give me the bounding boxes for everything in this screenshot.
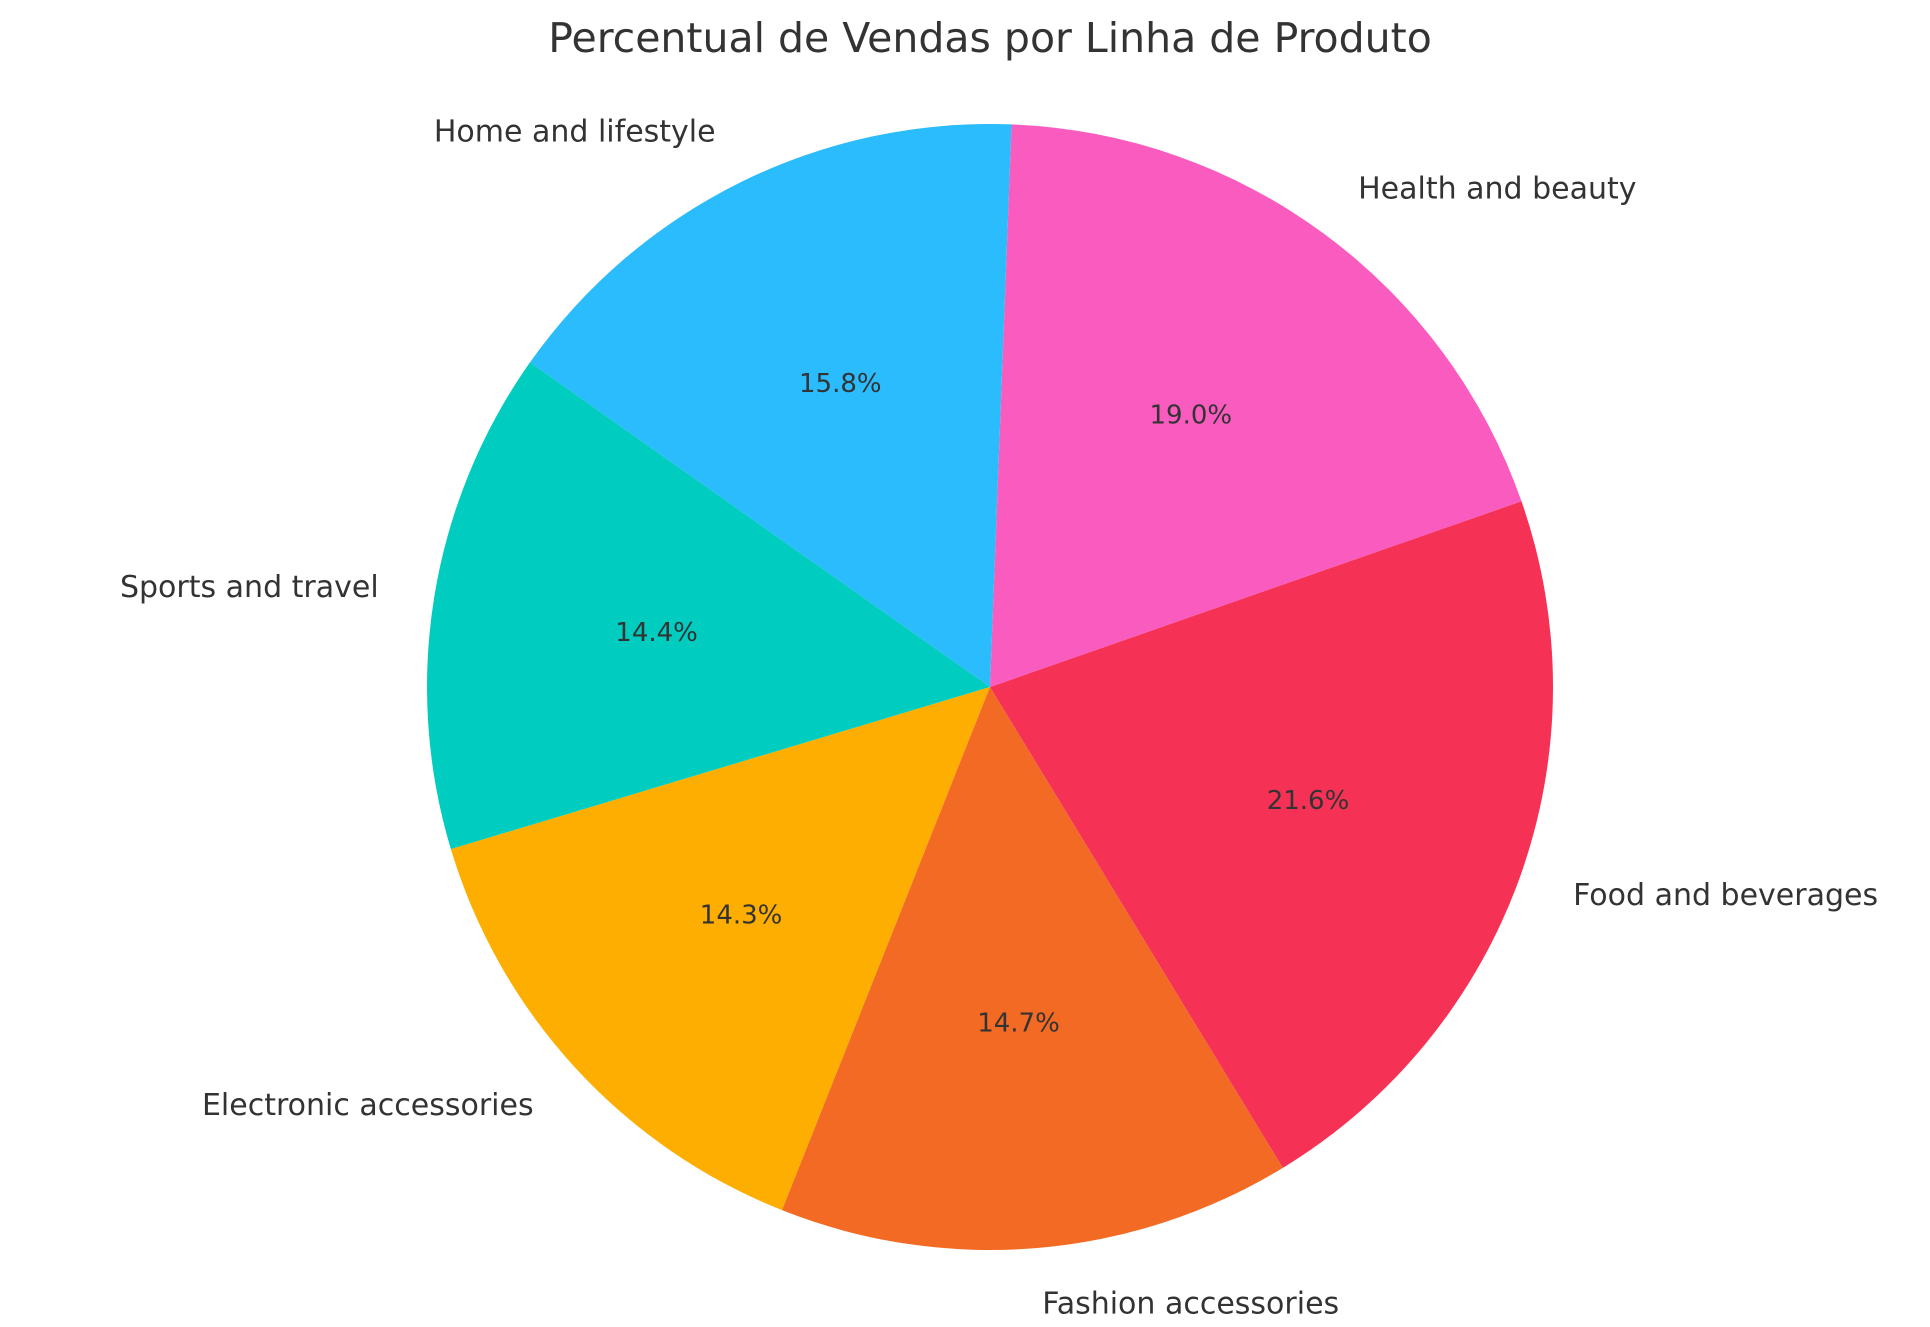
pie-slice-fashion-accessories xyxy=(782,687,1283,1251)
slice-percent-label: 19.0% xyxy=(1149,400,1232,430)
pie-slice-sports-and-travel xyxy=(426,362,990,850)
slice-category-label: Sports and travel xyxy=(120,570,379,605)
pie-slice-food-and-beverages xyxy=(990,501,1554,1168)
pie-slice-electronic-accessories xyxy=(450,687,991,1211)
pie-slice-health-and-beauty xyxy=(990,124,1522,687)
chart-title: Percentual de Vendas por Linha de Produt… xyxy=(548,14,1432,62)
slice-category-label: Fashion accessories xyxy=(1042,1287,1339,1322)
slice-category-label: Health and beauty xyxy=(1358,172,1636,207)
slice-category-label: Food and beverages xyxy=(1573,878,1878,913)
slice-category-label: Home and lifestyle xyxy=(434,114,716,149)
pie-labels: 15.8% Home and lifestyle 14.4% Sports and t… xyxy=(120,114,1878,1321)
slice-percent-label: 15.8% xyxy=(799,369,882,399)
slice-percent-label: 14.4% xyxy=(615,618,698,648)
pie-slice-home-and-lifestyle xyxy=(529,123,1012,688)
slice-category-label: Electronic accessories xyxy=(202,1088,534,1123)
slice-percent-label: 14.7% xyxy=(977,1009,1060,1039)
slice-percent-label: 14.3% xyxy=(700,900,783,930)
pie-slices xyxy=(426,123,1554,1251)
slice-percent-label: 21.6% xyxy=(1267,786,1350,816)
